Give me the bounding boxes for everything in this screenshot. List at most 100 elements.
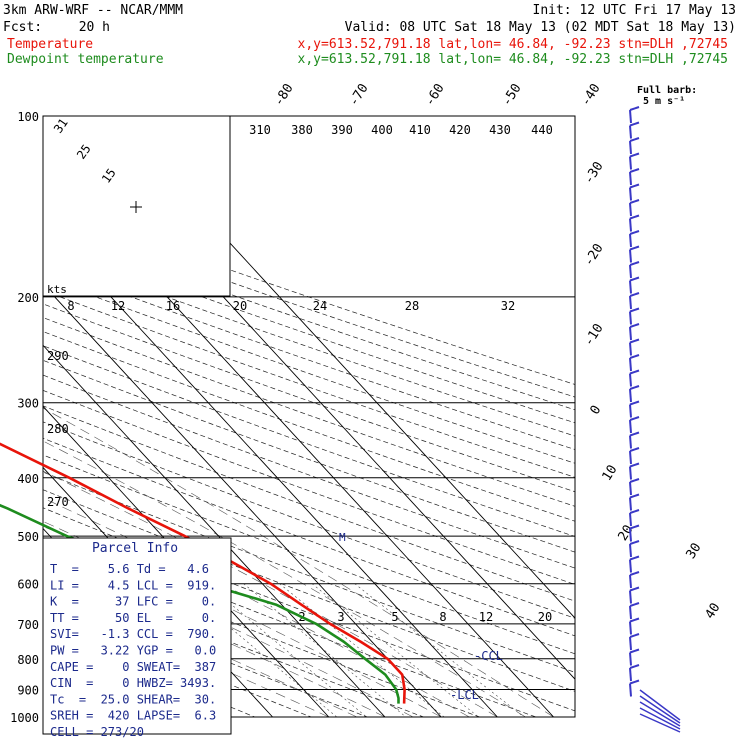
wind-barb bbox=[629, 249, 632, 263]
wind-barb bbox=[629, 481, 632, 496]
init-time: Init: 12 UTC Fri 17 May 13 bbox=[533, 3, 737, 18]
theta-label: 380 bbox=[291, 123, 313, 137]
wind-barb bbox=[639, 689, 681, 721]
mixing-ratio-label: 3 bbox=[337, 610, 344, 624]
parcel-info-row: CAPE = 0 SWEAT= 387 bbox=[50, 660, 216, 674]
wind-barb bbox=[629, 218, 632, 232]
wind-barb bbox=[629, 590, 632, 604]
mixing-ratio-label: 12 bbox=[479, 610, 493, 624]
wind-barb-flag bbox=[629, 323, 640, 328]
dry-adiabat bbox=[43, 264, 575, 450]
dewpoint-trace bbox=[0, 503, 400, 704]
sounding-traces bbox=[0, 442, 406, 704]
wind-speed-tick-label: 32 bbox=[501, 299, 515, 313]
mixing-ratio-label: 5 bbox=[391, 610, 398, 624]
parcel-info-row: T = 5.6 Td = 4.6 bbox=[50, 562, 209, 576]
wind-barb bbox=[629, 605, 632, 620]
parcel-info-row: TT = 50 EL = 0. bbox=[50, 611, 216, 625]
dry-adiabat bbox=[43, 238, 575, 424]
wind-barb bbox=[629, 295, 632, 310]
wind-barb bbox=[629, 652, 632, 666]
theta-label: 310 bbox=[249, 123, 271, 137]
wind-barb-flag bbox=[629, 245, 640, 251]
isotherm-label: 10 bbox=[600, 463, 621, 484]
wind-barb bbox=[629, 419, 632, 434]
moist-adiabat bbox=[43, 470, 498, 718]
wind-speed-tick-label: 16 bbox=[166, 299, 180, 313]
wind-barb bbox=[629, 435, 632, 449]
wind-barb-flag bbox=[629, 493, 640, 499]
wind-barb-flag bbox=[629, 152, 640, 158]
wind-barb bbox=[629, 497, 632, 511]
theta-label: 430 bbox=[489, 123, 511, 137]
wind-barb bbox=[629, 326, 632, 341]
wind-barb bbox=[629, 636, 632, 651]
wind-barb bbox=[629, 233, 632, 248]
theta-label: 400 bbox=[371, 123, 393, 137]
theta-e-label: 280 bbox=[47, 422, 69, 436]
mixing-ratio-line bbox=[243, 583, 407, 718]
dry-adiabat bbox=[43, 276, 575, 464]
dry-adiabat bbox=[43, 471, 575, 673]
wind-barb-flag bbox=[629, 571, 640, 576]
parcel-info-row: SVI= -1.3 CCL = 790. bbox=[50, 627, 216, 641]
wind-barb bbox=[629, 450, 632, 465]
wind-barb-flag bbox=[629, 633, 640, 638]
theta-label: 390 bbox=[331, 123, 353, 137]
wind-barb bbox=[629, 342, 632, 356]
dry-adiabat bbox=[43, 317, 575, 507]
legend-temperature: Temperature bbox=[7, 37, 93, 52]
legend-dewpoint: Dewpoint temperature bbox=[7, 52, 164, 67]
parcel-info-row: SREH = 420 LAPSE= 6.3 bbox=[50, 709, 216, 723]
dry-adiabat bbox=[43, 545, 480, 718]
wind-barb-flag bbox=[629, 524, 640, 530]
hodograph-ring-label: 31 bbox=[51, 116, 71, 136]
pressure-tick-label: 600 bbox=[17, 578, 39, 592]
wind-barb-flag bbox=[629, 679, 640, 685]
valid-time: Valid: 08 UTC Sat 18 May 13 (02 MDT Sat … bbox=[345, 20, 736, 35]
plot-frame bbox=[42, 115, 576, 718]
temperature-trace bbox=[0, 442, 406, 704]
dry-adiabat bbox=[43, 251, 575, 437]
isotherm-label: 40 bbox=[703, 601, 724, 622]
pressure-tick-label: 700 bbox=[17, 618, 39, 632]
isotherm-label: 30 bbox=[684, 541, 705, 562]
theta-e-label: 270 bbox=[47, 495, 69, 509]
wind-barb bbox=[639, 701, 681, 727]
wind-barb-flag bbox=[629, 137, 640, 142]
wind-barbs bbox=[629, 106, 681, 733]
isotherm-label: -10 bbox=[581, 321, 606, 349]
wind-barb bbox=[629, 202, 632, 217]
wind-barb-flag bbox=[629, 478, 640, 483]
wind-speed-tick-label: 12 bbox=[111, 299, 125, 313]
pressure-tick-label: 800 bbox=[17, 653, 39, 667]
forecast-label: Fcst: bbox=[3, 20, 42, 35]
wind-barb bbox=[629, 280, 632, 294]
wind-barb bbox=[629, 683, 632, 697]
wind-barb-flag bbox=[629, 462, 640, 468]
hodograph-ring-label: 15 bbox=[99, 166, 119, 186]
wind-barb bbox=[629, 109, 632, 124]
wind-barb bbox=[629, 528, 632, 542]
wind-barb bbox=[629, 264, 632, 279]
wind-barb-flag bbox=[629, 338, 640, 344]
wind-barb bbox=[629, 373, 632, 387]
isotherm-label: -60 bbox=[422, 81, 447, 109]
isotherm bbox=[43, 344, 386, 718]
wind-barb-flag bbox=[629, 292, 640, 297]
wind-barb bbox=[629, 156, 632, 170]
theta-label: 410 bbox=[409, 123, 431, 137]
wind-barb-flag bbox=[629, 369, 640, 375]
dry-adiabat bbox=[43, 202, 575, 385]
wind-barb-flag bbox=[629, 586, 640, 592]
wind-barb bbox=[629, 404, 632, 418]
pressure-tick-label: 400 bbox=[17, 472, 39, 486]
forecast-hour: 20 h bbox=[79, 20, 110, 35]
wind-barb bbox=[629, 388, 632, 403]
wind-barb bbox=[629, 559, 632, 573]
dry-adiabat bbox=[43, 437, 575, 637]
wind-barb-flag bbox=[629, 648, 640, 654]
wind-barb-flag bbox=[629, 276, 640, 282]
wind-barb-flag bbox=[629, 354, 640, 359]
